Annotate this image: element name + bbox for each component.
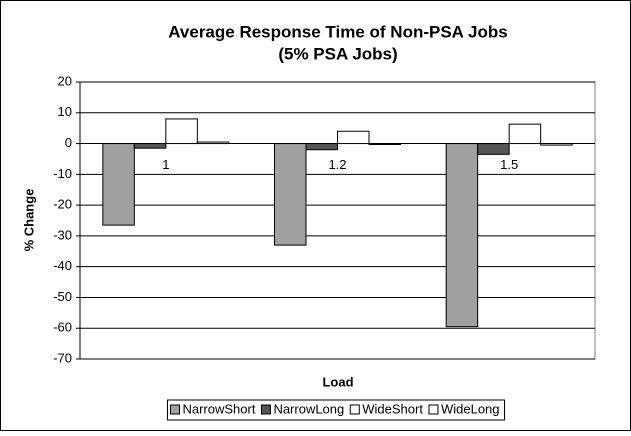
- bar: [305, 143, 338, 151]
- bar: [133, 143, 167, 149]
- x-tick-label: 1.2: [328, 157, 346, 172]
- legend-label: WideLong: [441, 401, 500, 416]
- bar: [445, 143, 479, 328]
- y-tick-label: -50: [53, 289, 72, 304]
- y-tick-label: -60: [53, 320, 72, 335]
- x-tick-label: 1.5: [500, 157, 518, 172]
- plot-area: [79, 81, 596, 360]
- y-tick-label: 20: [58, 73, 72, 88]
- y-tick-label: -20: [53, 197, 72, 212]
- x-tick-label: 1: [162, 157, 169, 172]
- y-tick-label: -70: [53, 350, 72, 365]
- bar: [102, 143, 135, 226]
- bar: [477, 143, 510, 155]
- chart-subtitle: (5% PSA Jobs): [278, 44, 397, 63]
- y-tick-label: -10: [53, 166, 72, 181]
- bar: [337, 130, 370, 145]
- legend-swatch: [169, 404, 180, 415]
- y-tick-label: 0: [65, 135, 72, 150]
- legend-label: NarrowLong: [273, 401, 344, 416]
- bar: [196, 141, 230, 145]
- y-tick-label: -30: [53, 227, 72, 242]
- bar: [165, 118, 198, 145]
- bar: [274, 143, 307, 246]
- y-axis-title: % Change: [21, 189, 36, 252]
- legend-swatch: [428, 404, 439, 415]
- x-axis-title: Load: [322, 374, 353, 389]
- bar: [540, 143, 573, 146]
- y-tick-label: 10: [58, 104, 72, 119]
- bar: [508, 123, 542, 145]
- bar: [368, 143, 401, 145]
- y-tick-label: -40: [53, 258, 72, 273]
- legend-swatch: [349, 404, 360, 415]
- legend-label: WideShort: [362, 401, 423, 416]
- legend-label: NarrowShort: [182, 401, 255, 416]
- legend-box: [166, 399, 506, 421]
- chart-title: Average Response Time of Non-PSA Jobs: [168, 22, 507, 41]
- legend-swatch: [260, 404, 271, 415]
